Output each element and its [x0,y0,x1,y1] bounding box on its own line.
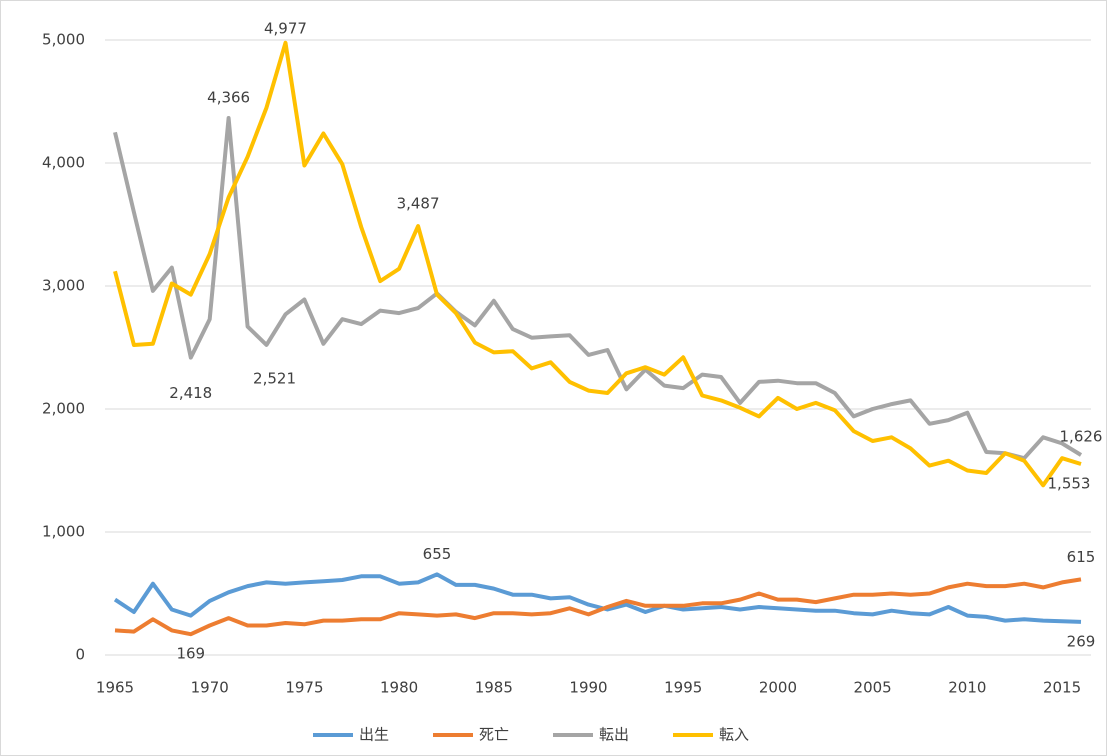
x-tick-label: 2010 [948,679,986,697]
x-tick-label: 2015 [1043,679,1081,697]
legend-label: 死亡 [479,726,509,744]
x-tick-label: 2005 [854,679,892,697]
data-label: 1,626 [1060,428,1103,446]
x-tick-label: 1985 [475,679,513,697]
legend-label: 転出 [599,726,629,744]
series-line [114,577,1082,637]
x-tick-label: 1965 [96,679,134,697]
x-tick-label: 2000 [759,679,797,697]
x-tick-label: 1990 [569,679,607,697]
x-tick-label: 1995 [664,679,702,697]
data-label: 4,366 [207,88,250,106]
data-label: 3,487 [397,195,440,213]
series-line [113,116,1083,461]
y-tick-label: 1,000 [42,523,85,541]
data-label: 1,553 [1048,474,1091,492]
series-line [113,40,1082,488]
data-label: 655 [423,545,452,563]
data-label: 2,418 [169,384,212,402]
y-tick-label: 2,000 [42,400,85,418]
y-tick-label: 0 [75,646,85,664]
x-tick-label: 1975 [285,679,323,697]
data-label: 169 [176,645,205,663]
legend-label: 出生 [359,726,389,744]
series-line [113,572,1082,624]
y-tick-label: 4,000 [42,154,85,172]
legend-label: 転入 [719,726,749,744]
data-label: 2,521 [253,369,296,387]
y-tick-label: 5,000 [42,31,85,49]
x-tick-label: 1970 [191,679,229,697]
x-tick-label: 1980 [380,679,418,697]
data-label: 4,977 [264,19,307,37]
data-label: 269 [1067,632,1096,650]
data-label: 615 [1067,548,1096,566]
y-tick-label: 3,000 [42,277,85,295]
